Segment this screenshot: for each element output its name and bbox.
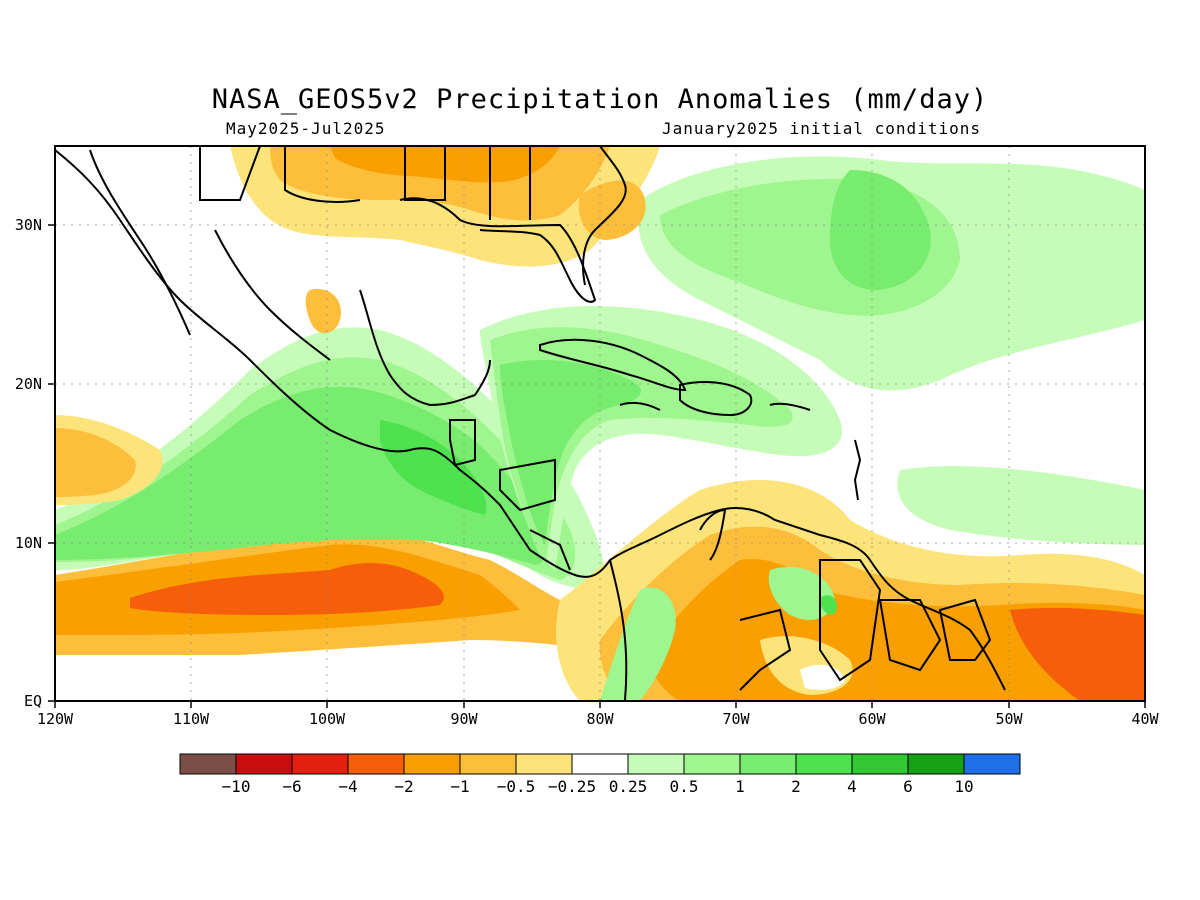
colorbar-swatch (851, 753, 909, 775)
colorbar-label: −0.5 (497, 777, 536, 796)
coastlines (55, 146, 1006, 701)
x-tick-label: 120W (37, 710, 74, 728)
colorbar-label: 6 (903, 777, 913, 796)
colorbar-swatch (347, 753, 405, 775)
colorbar-label: −4 (338, 777, 357, 796)
x-tick-label: 70W (722, 710, 750, 728)
x-tick-label: 100W (309, 710, 346, 728)
colorbar-swatch (627, 753, 685, 775)
x-tick-label: 40W (1131, 710, 1159, 728)
colorbar: −10 −6 −4 −2 −1 −0.5 −0.25 0.25 0.5 1 2 4 6 10 (179, 753, 1021, 796)
x-axis-labels: 120W 110W 100W 90W 80W 70W 60W 50W 40W (37, 710, 1160, 728)
x-tick-label: 90W (450, 710, 478, 728)
x-tick-label: 60W (858, 710, 886, 728)
axis-ticks (48, 224, 1146, 708)
colorbar-swatch (235, 753, 293, 775)
colorbar-label: −6 (282, 777, 301, 796)
x-tick-label: 80W (586, 710, 614, 728)
colorbar-swatch (179, 753, 237, 775)
y-tick-label: 10N (15, 534, 42, 552)
y-tick-label: 30N (15, 216, 42, 234)
colorbar-label: 4 (847, 777, 857, 796)
x-tick-label: 50W (995, 710, 1023, 728)
colorbar-label: 1 (735, 777, 745, 796)
colorbar-swatch (571, 753, 629, 775)
y-axis-labels: EQ 10N 20N 30N (15, 216, 42, 710)
colorbar-label: 0.5 (670, 777, 699, 796)
colorbar-label: −2 (394, 777, 413, 796)
y-tick-label: EQ (24, 692, 42, 710)
colorbar-swatch (403, 753, 461, 775)
initial-conditions: January2025 initial conditions (662, 119, 981, 138)
colorbar-swatch (291, 753, 349, 775)
colorbar-label: −0.25 (548, 777, 596, 796)
x-tick-label: 110W (173, 710, 210, 728)
colorbar-swatch (683, 753, 741, 775)
colorbar-swatch (739, 753, 797, 775)
colorbar-swatch (907, 753, 965, 775)
map-title: NASA_GEOS5v2 Precipitation Anomalies (mm… (211, 84, 989, 115)
colorbar-label: 2 (791, 777, 801, 796)
colorbar-label: 10 (954, 777, 973, 796)
colorbar-swatch (459, 753, 517, 775)
colorbar-label: 0.25 (609, 777, 648, 796)
colorbar-label: −10 (222, 777, 251, 796)
forecast-period: May2025-Jul2025 (226, 119, 386, 138)
colorbar-swatch (515, 753, 573, 775)
colorbar-swatch (963, 753, 1021, 775)
y-tick-label: 20N (15, 375, 42, 393)
colorbar-swatch (795, 753, 853, 775)
colorbar-label: −1 (450, 777, 469, 796)
